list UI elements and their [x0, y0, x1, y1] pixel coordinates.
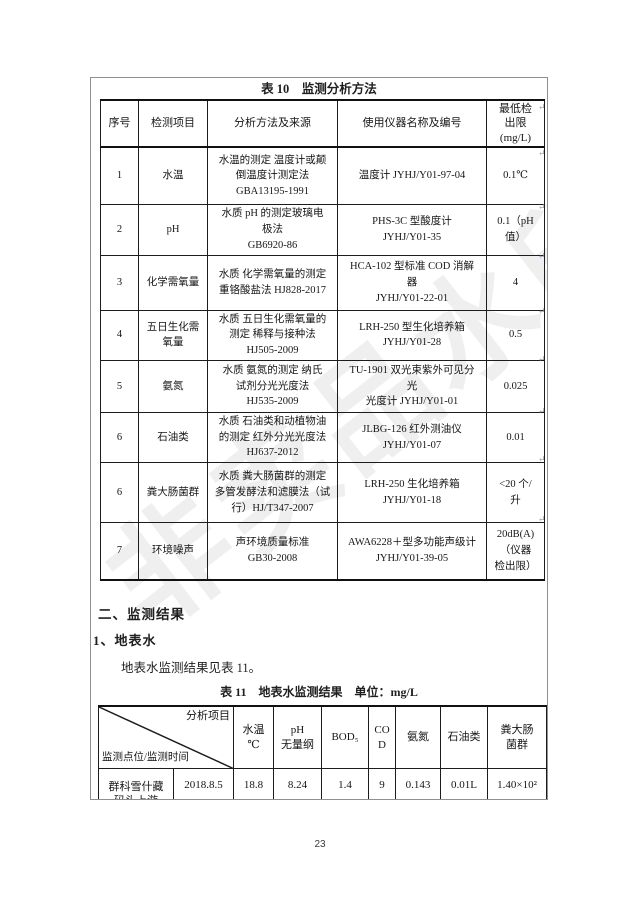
diagonal-divider-line: [99, 707, 233, 769]
cell-method: 水质 粪大肠菌群的测定 多管发酵法和滤膜法（试 行）HJ/T347-2007: [207, 462, 338, 524]
cell-limit: 4: [486, 254, 545, 311]
cell-limit: 0.1（pH 值）: [486, 204, 545, 256]
cell-item: 粪大肠菌群: [138, 462, 208, 524]
cell-date: 2018.8.5: [173, 768, 234, 799]
table11-header-oil: 石油类: [440, 705, 488, 770]
table11-data-row: 群科雪什藏 码头上游 500m 2018.8.5 18.8 8.24 1.4 9…: [98, 768, 547, 799]
table11-header-cod: CO D: [368, 705, 396, 770]
section-heading-surfacewater: 1、地表水: [93, 633, 157, 648]
cell-limit: <20 个/ 升: [486, 462, 545, 524]
table10-row: 6 石油类 水质 石油类和动植物油 的测定 红外分光光度法 HJ637-2012…: [100, 411, 545, 464]
table10-title: 表 10 监测分析方法: [261, 82, 377, 96]
table10-header-no: 序号: [100, 99, 139, 148]
cell-method: 水质 pH 的测定玻璃电 极法 GB6920-86: [207, 204, 338, 256]
document-content-frame: 非卖品水印 表 10 监测分析方法 序号 检测项目 分析方法及来源 使用仪器名称…: [90, 77, 548, 800]
cell-instrument: HCA-102 型标准 COD 消解 器 JYHJ/Y01-22-01: [337, 254, 487, 311]
paragraph-return-mark: ↵: [538, 406, 546, 416]
paragraph-return-mark: ↵: [538, 202, 546, 212]
table10-row: 7 环境噪声 声环境质量标准 GB30-2008 AWA6228＋型多功能声级计…: [100, 522, 545, 581]
cell-no: 7: [100, 522, 139, 581]
cell-no: 2: [100, 204, 139, 256]
paragraph-return-mark: ↵: [538, 251, 546, 261]
cell-coliform: 1.40×10²: [487, 768, 547, 799]
cell-method: 水质 氨氮的测定 纳氏 试剂分光光度法 HJ535-2009: [207, 359, 338, 413]
corner-label-analysis-item: 分析项目: [186, 710, 230, 722]
table10-header-instrument: 使用仪器名称及编号: [337, 99, 487, 148]
cell-bod5: 1.4: [321, 768, 369, 799]
table10-row: 6 粪大肠菌群 水质 粪大肠菌群的测定 多管发酵法和滤膜法（试 行）HJ/T34…: [100, 462, 545, 524]
table10-header-item: 检测项目: [138, 99, 208, 148]
cell-item: 环境噪声: [138, 522, 208, 581]
cell-ph: 8.24: [273, 768, 322, 799]
cell-instrument: AWA6228＋型多功能声级计 JYHJ/Y01-39-05: [337, 522, 487, 581]
cell-item: 化学需氧量: [138, 254, 208, 311]
cell-no: 4: [100, 309, 139, 361]
cell-method: 水质 化学需氧量的测定 重铬酸盐法 HJ828-2017: [207, 254, 338, 311]
cell-no: 6: [100, 411, 139, 464]
cell-station: 群科雪什藏 码头上游 500m: [98, 768, 174, 799]
table11-header-coliform: 粪大肠 菌群: [487, 705, 547, 770]
table11-header-bod5: BOD₅: [321, 705, 369, 770]
cell-instrument: TU-1901 双光束紫外可见分 光 光度计 JYHJ/Y01-01: [337, 359, 487, 413]
section-paragraph: 地表水监测结果见表 11。: [121, 661, 262, 675]
cell-instrument: 温度计 JYHJ/Y01-97-04: [337, 146, 487, 206]
cell-instrument: LRH-250 型生化培养箱 JYHJ/Y01-28: [337, 309, 487, 361]
corner-label-site-time: 监测点位/监测时间: [102, 752, 189, 764]
paragraph-return-mark: ↵: [538, 306, 546, 316]
cell-oil: 0.01L: [440, 768, 488, 799]
cell-limit: 0.5: [486, 309, 545, 361]
cell-method: 水质 石油类和动植物油 的测定 红外分光光度法 HJ637-2012: [207, 411, 338, 464]
table10-row: 5 氨氮 水质 氨氮的测定 纳氏 试剂分光光度法 HJ535-2009 TU-1…: [100, 359, 545, 413]
cell-instrument: JLBG-126 红外测油仪 JYHJ/Y01-07: [337, 411, 487, 464]
table-monitoring-methods: 序号 检测项目 分析方法及来源 使用仪器名称及编号 最低检 出限 (mg/L) …: [100, 99, 545, 581]
paragraph-return-mark: ↵: [538, 454, 546, 464]
table11-header-row: 分析项目 监测点位/监测时间 水温 ℃ pH 无量纲 BOD₅ CO D 氨氮 …: [98, 705, 547, 770]
cell-limit: 0.01: [486, 411, 545, 464]
cell-limit: 0.025: [486, 359, 545, 413]
section-heading-results: 二、监测结果: [98, 607, 185, 622]
cell-instrument: PHS-3C 型酸度计 JYHJ/Y01-35: [337, 204, 487, 256]
cell-instrument: LRH-250 生化培养箱 JYHJ/Y01-18: [337, 462, 487, 524]
table10-row: 3 化学需氧量 水质 化学需氧量的测定 重铬酸盐法 HJ828-2017 HCA…: [100, 254, 545, 311]
cell-method: 声环境质量标准 GB30-2008: [207, 522, 338, 581]
cell-limit: 0.1℃: [486, 146, 545, 206]
paragraph-return-mark: ↵: [538, 514, 546, 524]
table11-corner-cell: 分析项目 监测点位/监测时间: [98, 705, 234, 770]
table10-header-method: 分析方法及来源: [207, 99, 338, 148]
table10-row: 1 水温 水温的测定 温度计或颠 倒温度计测定法 GBA13195-1991 温…: [100, 146, 545, 206]
paragraph-return-mark: ↵: [538, 354, 546, 364]
cell-item: 五日生化需 氧量: [138, 309, 208, 361]
cell-no: 5: [100, 359, 139, 413]
table11-caption: 表 11 地表水监测结果 单位：mg/L: [220, 685, 418, 699]
table11-header-ammonia: 氨氮: [395, 705, 441, 770]
cell-cod: 9: [368, 768, 396, 799]
page-number: 23: [314, 839, 326, 850]
table-surface-water-results: 分析项目 监测点位/监测时间 水温 ℃ pH 无量纲 BOD₅ CO D 氨氮 …: [98, 705, 547, 799]
cell-no: 1: [100, 146, 139, 206]
cell-ammonia: 0.143: [395, 768, 441, 799]
cell-item: 水温: [138, 146, 208, 206]
cell-item: pH: [138, 204, 208, 256]
cell-limit: 20dB(A) （仪器 检出限）: [486, 522, 545, 581]
paragraph-return-mark: ↵: [538, 148, 546, 158]
table10-row: 2 pH 水质 pH 的测定玻璃电 极法 GB6920-86 PHS-3C 型酸…: [100, 204, 545, 256]
cell-item: 氨氮: [138, 359, 208, 413]
cell-no: 6: [100, 462, 139, 524]
table11-header-ph: pH 无量纲: [273, 705, 322, 770]
cell-method: 水质 五日生化需氧量的 测定 稀释与接种法 HJ505-2009: [207, 309, 338, 361]
cell-method: 水温的测定 温度计或颠 倒温度计测定法 GBA13195-1991: [207, 146, 338, 206]
table10-row: 4 五日生化需 氧量 水质 五日生化需氧量的 测定 稀释与接种法 HJ505-2…: [100, 309, 545, 361]
cell-no: 3: [100, 254, 139, 311]
table11-header-temp: 水温 ℃: [233, 705, 274, 770]
paragraph-return-mark: ↵: [538, 102, 546, 112]
table10-header-row: 序号 检测项目 分析方法及来源 使用仪器名称及编号 最低检 出限 (mg/L): [100, 99, 545, 148]
table10-header-limit: 最低检 出限 (mg/L): [486, 99, 545, 148]
cell-item: 石油类: [138, 411, 208, 464]
cell-temp: 18.8: [233, 768, 274, 799]
